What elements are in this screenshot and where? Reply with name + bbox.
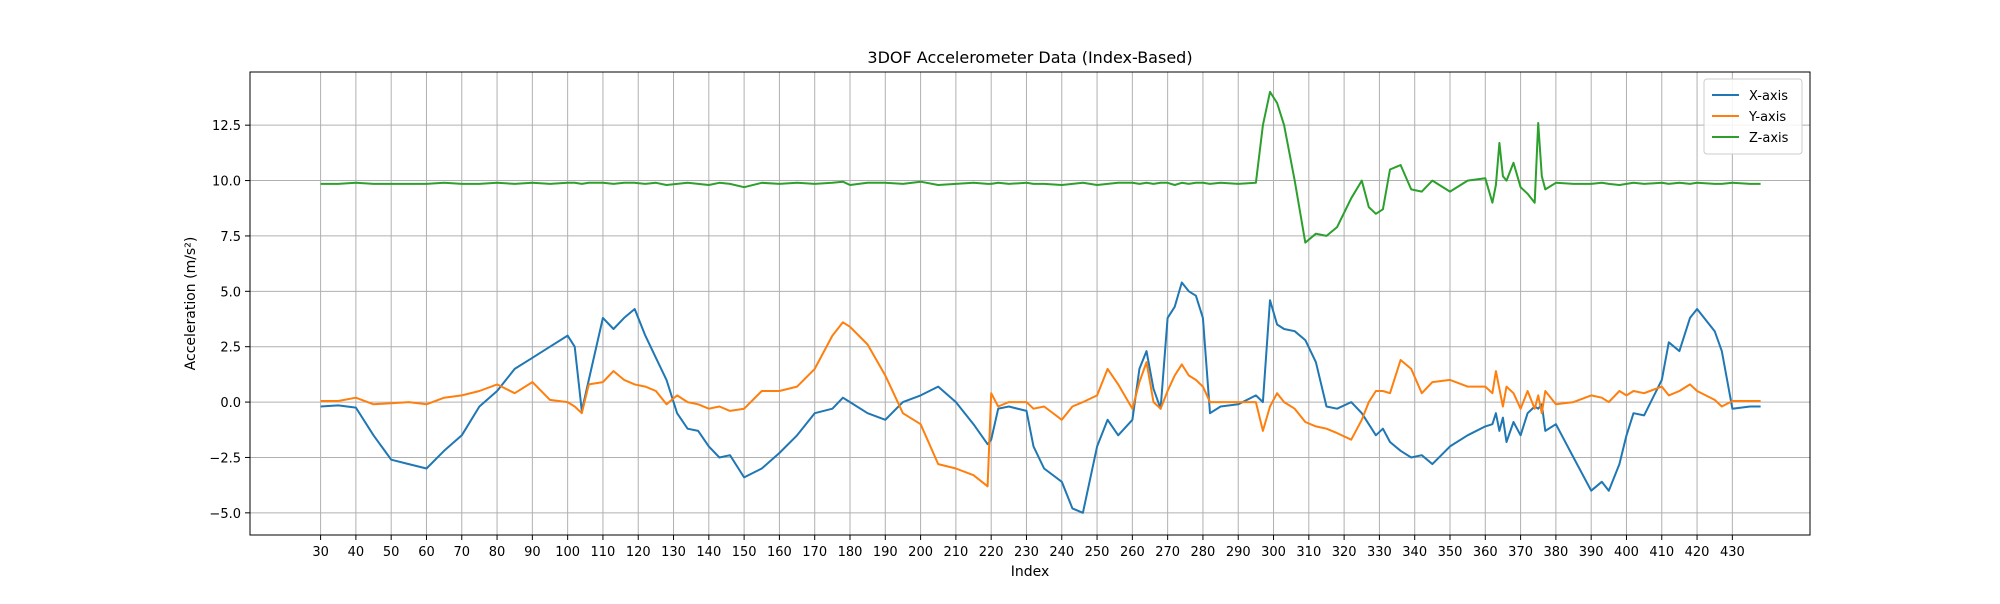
legend: X-axis Y-axis Z-axis [1703, 78, 1803, 155]
x-tick-label: 100 [555, 545, 580, 560]
y-tick-label: 12.5 [212, 119, 241, 134]
legend-label: Y-axis [1748, 110, 1786, 125]
chart-title: 3DOF Accelerometer Data (Index-Based) [867, 48, 1192, 67]
x-tick-label: 340 [1402, 545, 1427, 560]
y-tick-label: −2.5 [209, 451, 241, 466]
x-tick-label: 320 [1332, 545, 1357, 560]
x-axis-ticks: 30 40 50 60 70 80 90 100 110 120 130 140 150 160 170 18… [312, 535, 1745, 560]
x-tick-label: 430 [1720, 545, 1745, 560]
x-tick-label: 110 [591, 545, 616, 560]
x-tick-label: 40 [348, 545, 365, 560]
x-tick-label: 380 [1543, 545, 1568, 560]
x-tick-label: 190 [873, 545, 898, 560]
grid-lines [250, 72, 1810, 535]
y-tick-label: 7.5 [220, 230, 241, 245]
x-tick-label: 250 [1085, 545, 1110, 560]
x-tick-label: 270 [1155, 545, 1180, 560]
x-tick-label: 180 [838, 545, 863, 560]
y-tick-label: −5.0 [209, 507, 241, 522]
x-tick-label: 140 [696, 545, 721, 560]
x-tick-label: 390 [1579, 545, 1604, 560]
x-tick-label: 150 [732, 545, 757, 560]
series-line-z-axis [320, 90, 1761, 244]
x-tick-label: 400 [1614, 545, 1639, 560]
x-tick-label: 330 [1367, 545, 1392, 560]
x-tick-label: 350 [1438, 545, 1463, 560]
x-tick-label: 120 [626, 545, 651, 560]
x-tick-label: 260 [1120, 545, 1145, 560]
x-tick-label: 370 [1508, 545, 1533, 560]
x-tick-label: 410 [1649, 545, 1674, 560]
x-tick-label: 30 [312, 545, 329, 560]
x-tick-label: 300 [1261, 545, 1286, 560]
x-tick-label: 160 [767, 545, 792, 560]
x-tick-label: 70 [453, 545, 470, 560]
x-tick-label: 210 [943, 545, 968, 560]
y-axis-label: Acceleration (m/s²) [183, 237, 199, 371]
legend-label: Z-axis [1749, 131, 1789, 146]
x-tick-label: 90 [524, 545, 541, 560]
x-tick-label: 240 [1049, 545, 1074, 560]
x-tick-label: 200 [908, 545, 933, 560]
plot-frame [249, 71, 1811, 536]
y-tick-label: 2.5 [220, 341, 241, 356]
x-tick-label: 420 [1685, 545, 1710, 560]
x-tick-label: 360 [1473, 545, 1498, 560]
series-lines [320, 90, 1761, 514]
x-tick-label: 290 [1226, 545, 1251, 560]
x-tick-label: 170 [802, 545, 827, 560]
x-tick-label: 310 [1296, 545, 1321, 560]
x-tick-label: 60 [418, 545, 435, 560]
legend-label: X-axis [1749, 89, 1788, 104]
x-tick-label: 280 [1191, 545, 1216, 560]
x-tick-label: 130 [661, 545, 686, 560]
y-tick-label: 5.0 [220, 285, 241, 300]
y-tick-label: 10.0 [212, 175, 241, 190]
series-line-y-axis [320, 321, 1761, 488]
x-tick-label: 230 [1014, 545, 1039, 560]
x-tick-label: 220 [979, 545, 1004, 560]
y-tick-label: 0.0 [220, 396, 241, 411]
x-tick-label: 50 [383, 545, 400, 560]
y-axis-ticks: −5.0 −2.5 0.0 2.5 5.0 7.5 10.0 12.5 [209, 119, 250, 522]
legend-box [1703, 78, 1803, 155]
x-axis-label: Index [1011, 564, 1050, 580]
x-tick-label: 80 [489, 545, 506, 560]
